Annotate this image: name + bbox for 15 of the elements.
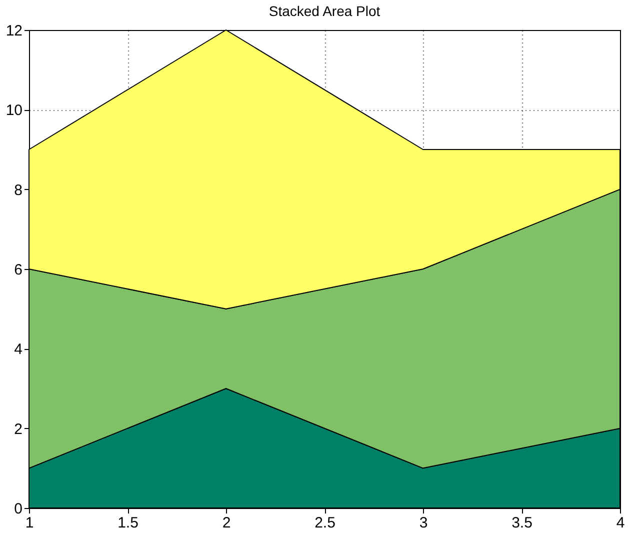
y-tick-label: 12 <box>6 22 22 40</box>
x-tick-label: 1 <box>25 514 34 532</box>
x-tick-label: 3 <box>419 514 428 532</box>
y-tick-label: 4 <box>14 341 22 358</box>
x-tick-label: 2.5 <box>314 514 336 532</box>
x-tick-label: 3.5 <box>512 514 532 532</box>
y-tick-label: 2 <box>14 420 22 438</box>
x-tick-label: 1.5 <box>118 514 138 532</box>
y-tick-label: 8 <box>14 182 22 199</box>
y-tick-label: 0 <box>14 500 22 518</box>
x-tick-label: 4 <box>616 514 625 532</box>
y-tick-label: 10 <box>6 102 22 120</box>
x-tick-label: 2 <box>222 514 231 532</box>
chart-title: Stacked Area Plot <box>268 3 380 19</box>
y-tick-label: 6 <box>14 262 22 278</box>
